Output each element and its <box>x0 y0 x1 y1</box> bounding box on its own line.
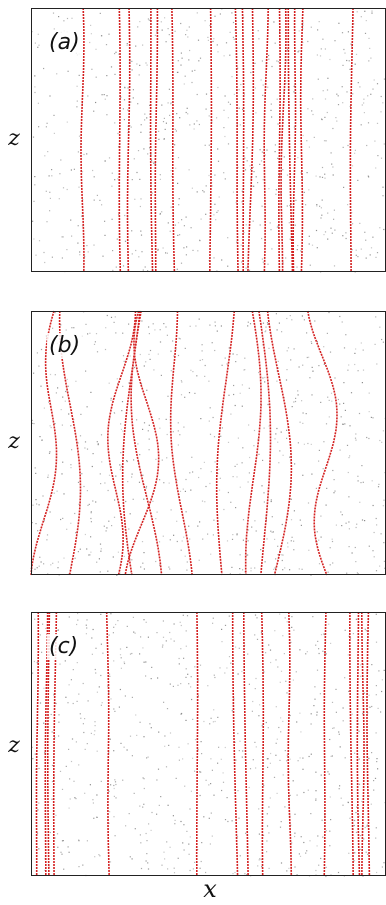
vortex-line <box>287 611 293 877</box>
vortex-line <box>195 611 199 876</box>
vortex-line <box>154 8 159 273</box>
vortex-line <box>280 7 287 272</box>
panel-b-label: (b) <box>47 333 83 359</box>
vortex-line <box>258 310 272 576</box>
panel-b: (b) <box>30 310 386 576</box>
vortex-line <box>366 611 371 877</box>
vortex-line <box>106 310 137 576</box>
vortex-line <box>349 612 354 877</box>
vortex-line <box>349 7 354 272</box>
panel-c-label: (c) <box>47 634 81 660</box>
vortex-line <box>44 612 49 876</box>
particle-field <box>31 612 386 878</box>
z-axis-label-b: z <box>8 429 20 454</box>
vortex-line <box>356 611 361 877</box>
vortex-line <box>47 611 51 877</box>
vortex-line <box>171 7 176 273</box>
vortex-line <box>105 611 110 877</box>
vortex-line <box>231 612 239 877</box>
vortex-line <box>58 310 82 576</box>
panel-c: (c) <box>31 611 386 878</box>
panel-frame <box>31 311 386 575</box>
vortex-line <box>260 611 265 877</box>
vortex-line <box>215 310 236 576</box>
panel-c-plot <box>31 611 386 878</box>
panel-a-label: (a) <box>47 30 82 56</box>
vortex-line <box>124 310 160 576</box>
panel-a-plot <box>31 7 386 273</box>
panel-b-plot <box>30 310 386 576</box>
vortex-line <box>52 611 58 877</box>
vortex-line <box>209 7 213 273</box>
vortex-line <box>243 612 249 877</box>
vortex-line <box>361 612 365 876</box>
vortex-line <box>126 7 131 273</box>
vortex-line <box>30 310 58 576</box>
vortex-line <box>292 8 297 273</box>
vortex-line <box>323 611 327 877</box>
vortex-line <box>266 310 293 576</box>
vortex-line <box>247 7 255 273</box>
panel-a: (a) <box>31 7 386 273</box>
vortex-line <box>241 7 245 272</box>
vortex-line <box>263 7 269 273</box>
x-axis-label: x <box>203 875 217 903</box>
panel-frame <box>31 612 386 876</box>
vortex-line <box>299 7 304 273</box>
vortex-line <box>169 310 193 576</box>
z-axis-label-c: z <box>8 733 20 758</box>
vortex-line <box>307 310 338 576</box>
particle-field <box>31 311 386 576</box>
vortex-line <box>149 8 154 273</box>
z-axis-label-a: z <box>8 126 20 151</box>
vortex-line <box>118 7 122 273</box>
vortex-line <box>287 7 294 273</box>
vortex-line <box>244 310 262 576</box>
vortex-line <box>234 7 239 273</box>
vortex-line <box>35 611 40 876</box>
vortex-line <box>80 7 85 273</box>
vortex-line <box>130 310 163 576</box>
vortex-line <box>278 7 281 273</box>
particle-field <box>31 8 386 273</box>
vortex-line <box>121 310 141 576</box>
